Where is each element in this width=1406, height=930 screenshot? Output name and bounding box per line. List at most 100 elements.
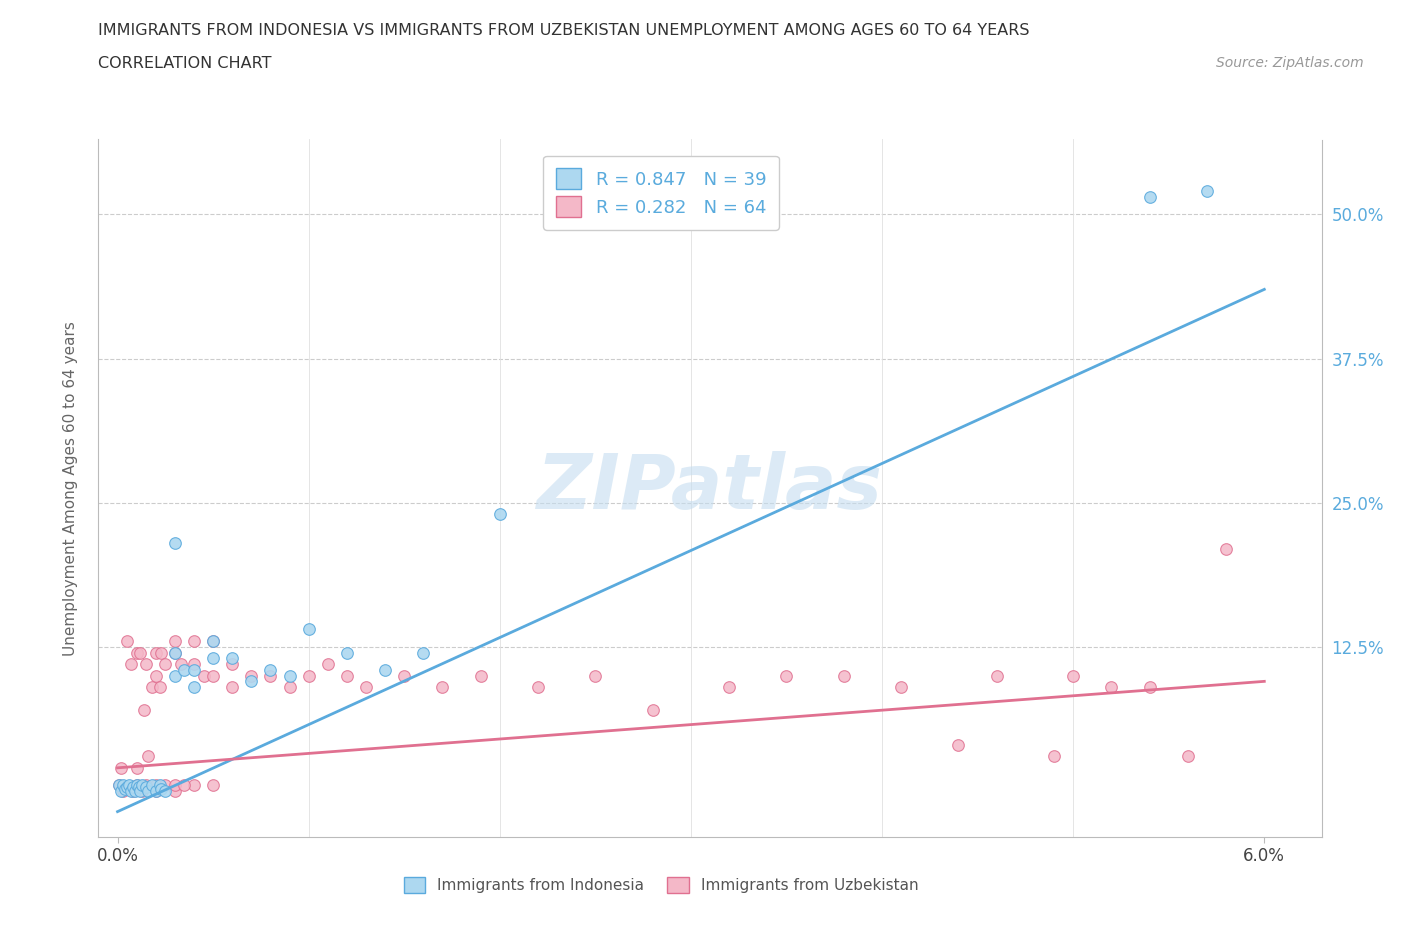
- Legend: Immigrants from Indonesia, Immigrants from Uzbekistan: Immigrants from Indonesia, Immigrants fr…: [398, 870, 925, 899]
- Point: [173, 777, 195, 792]
- Point: [202, 633, 225, 648]
- Point: [193, 668, 215, 683]
- Point: [183, 777, 205, 792]
- Point: [202, 668, 225, 683]
- Point: [202, 777, 225, 792]
- Point: [149, 680, 172, 695]
- Point: [136, 749, 159, 764]
- Point: [336, 645, 359, 660]
- Point: [110, 783, 132, 798]
- Point: [131, 777, 153, 792]
- Point: [145, 645, 167, 660]
- Point: [115, 633, 138, 648]
- Point: [125, 777, 148, 792]
- Point: [163, 536, 186, 551]
- Point: [1062, 668, 1084, 683]
- Point: [1139, 190, 1161, 205]
- Point: [115, 780, 138, 795]
- Point: [141, 777, 163, 792]
- Point: [183, 657, 205, 671]
- Text: CORRELATION CHART: CORRELATION CHART: [98, 56, 271, 71]
- Point: [149, 777, 172, 792]
- Point: [259, 662, 281, 677]
- Point: [110, 761, 132, 776]
- Point: [392, 668, 416, 683]
- Point: [718, 680, 741, 695]
- Point: [121, 780, 143, 795]
- Point: [124, 783, 146, 798]
- Point: [135, 780, 157, 795]
- Point: [316, 657, 339, 671]
- Point: [129, 783, 152, 798]
- Point: [135, 777, 157, 792]
- Point: [120, 657, 142, 671]
- Point: [129, 645, 152, 660]
- Point: [141, 680, 163, 695]
- Text: Source: ZipAtlas.com: Source: ZipAtlas.com: [1216, 56, 1364, 70]
- Point: [131, 783, 153, 798]
- Text: ZIPatlas: ZIPatlas: [537, 451, 883, 525]
- Point: [112, 777, 135, 792]
- Point: [1215, 541, 1237, 556]
- Point: [163, 668, 186, 683]
- Point: [169, 657, 191, 671]
- Point: [240, 668, 263, 683]
- Point: [890, 680, 912, 695]
- Point: [135, 657, 157, 671]
- Point: [183, 662, 205, 677]
- Point: [155, 777, 177, 792]
- Point: [374, 662, 396, 677]
- Point: [1043, 749, 1066, 764]
- Point: [125, 645, 148, 660]
- Point: [150, 781, 173, 796]
- Point: [145, 783, 167, 798]
- Point: [240, 674, 263, 689]
- Point: [145, 668, 167, 683]
- Point: [948, 737, 970, 752]
- Y-axis label: Unemployment Among Ages 60 to 64 years: Unemployment Among Ages 60 to 64 years: [63, 321, 77, 656]
- Point: [278, 668, 301, 683]
- Point: [1139, 680, 1161, 695]
- Point: [527, 680, 550, 695]
- Point: [121, 783, 143, 798]
- Point: [986, 668, 1008, 683]
- Point: [354, 680, 377, 695]
- Point: [120, 783, 142, 798]
- Point: [1177, 749, 1199, 764]
- Point: [163, 645, 186, 660]
- Point: [432, 680, 454, 695]
- Point: [136, 783, 159, 798]
- Point: [125, 777, 148, 792]
- Point: [155, 783, 177, 798]
- Point: [173, 662, 195, 677]
- Point: [183, 680, 205, 695]
- Point: [259, 668, 281, 683]
- Point: [125, 761, 148, 776]
- Point: [221, 657, 243, 671]
- Text: IMMIGRANTS FROM INDONESIA VS IMMIGRANTS FROM UZBEKISTAN UNEMPLOYMENT AMONG AGES : IMMIGRANTS FROM INDONESIA VS IMMIGRANTS …: [98, 23, 1031, 38]
- Point: [128, 780, 150, 795]
- Point: [114, 781, 136, 796]
- Point: [583, 668, 606, 683]
- Point: [163, 633, 186, 648]
- Point: [112, 783, 135, 798]
- Point: [1195, 184, 1218, 199]
- Point: [155, 657, 177, 671]
- Point: [641, 703, 664, 718]
- Point: [278, 680, 301, 695]
- Point: [1099, 680, 1122, 695]
- Point: [163, 645, 186, 660]
- Point: [183, 633, 205, 648]
- Point: [134, 703, 156, 718]
- Point: [470, 668, 492, 683]
- Point: [202, 651, 225, 666]
- Point: [298, 622, 321, 637]
- Point: [150, 645, 173, 660]
- Point: [145, 783, 167, 798]
- Point: [108, 777, 131, 792]
- Point: [202, 633, 225, 648]
- Point: [336, 668, 359, 683]
- Point: [775, 668, 797, 683]
- Point: [412, 645, 434, 660]
- Point: [108, 777, 131, 792]
